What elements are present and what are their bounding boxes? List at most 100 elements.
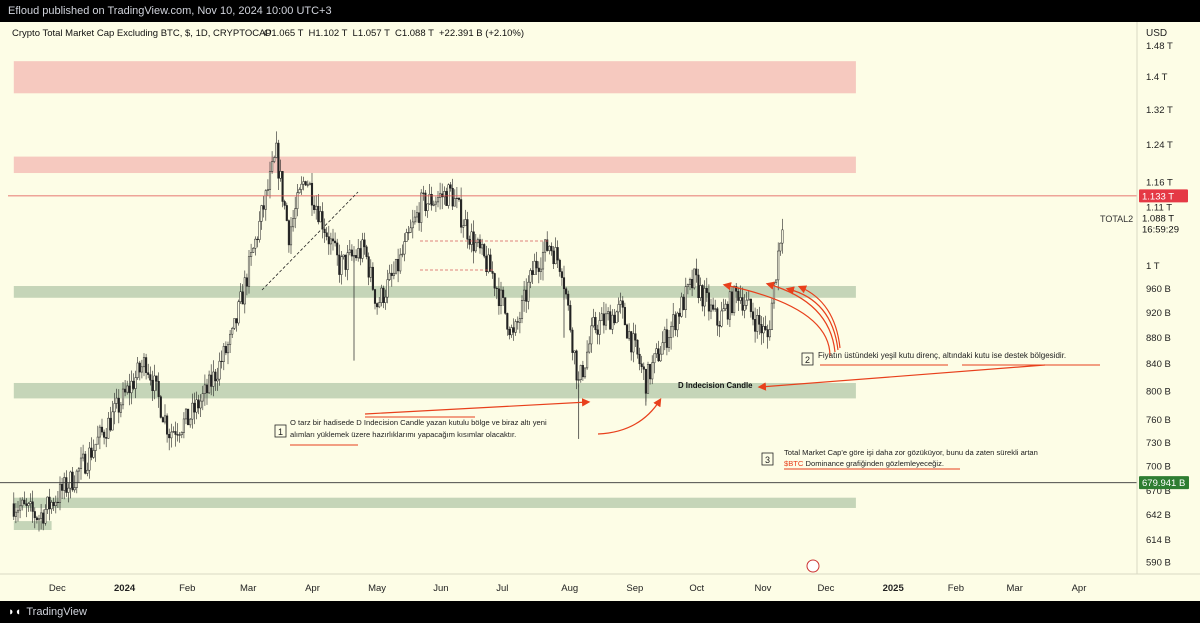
candle bbox=[445, 187, 448, 206]
candle bbox=[264, 189, 267, 221]
candle bbox=[617, 297, 620, 322]
zone-support-5 bbox=[13, 521, 52, 531]
candle bbox=[390, 264, 393, 287]
candle bbox=[346, 244, 349, 281]
time-axis[interactable]: Dec 2024 Feb Mar Apr May Jun Jul Aug Sep Oct Nov Dec… bbox=[0, 573, 1200, 594]
candle bbox=[722, 298, 725, 312]
publisher-bar: Efloud published on TradingView.com, Nov… bbox=[0, 0, 1200, 22]
candle bbox=[250, 243, 253, 266]
y-tick-label: 1 T bbox=[1146, 261, 1160, 272]
candle bbox=[229, 330, 232, 353]
currency-label: USD bbox=[1146, 28, 1167, 39]
candle bbox=[497, 277, 500, 315]
candle bbox=[638, 347, 641, 371]
tradingview-logo-icon: ◗◖ bbox=[8, 606, 22, 618]
candle bbox=[348, 239, 351, 256]
candle bbox=[371, 262, 374, 292]
candle bbox=[245, 273, 248, 296]
note-1-number: 1 bbox=[278, 427, 283, 437]
note-2-text: Fiyatın üstündeki yeşil kutu direnç, alt… bbox=[818, 351, 1066, 360]
candlestick-chart[interactable]: USD 1.48 T1.4 T1.32 T1.24 T1.16 T1.11 T1… bbox=[0, 22, 1200, 601]
candle bbox=[14, 503, 17, 524]
candle bbox=[296, 184, 299, 217]
candle bbox=[535, 251, 538, 275]
candle bbox=[342, 254, 345, 260]
candle bbox=[115, 388, 118, 409]
candle bbox=[556, 240, 559, 268]
y-tick-label: 840 B bbox=[1146, 359, 1171, 370]
candle bbox=[42, 509, 45, 531]
event-flag-icon[interactable] bbox=[806, 559, 820, 573]
arrow-note2-to-top1[interactable] bbox=[722, 282, 831, 357]
candle bbox=[111, 400, 114, 431]
candle bbox=[44, 504, 47, 526]
candle bbox=[730, 286, 734, 316]
y-tick-label: 1.24 T bbox=[1146, 140, 1173, 151]
candle bbox=[493, 272, 496, 297]
arrow-note2-to-top3[interactable] bbox=[785, 286, 839, 351]
candle bbox=[247, 249, 251, 294]
note-1[interactable]: 1 O tarz bir hadisede D Indecision Candl… bbox=[274, 418, 547, 439]
candle bbox=[243, 270, 246, 314]
y-tick-label: 1.32 T bbox=[1146, 105, 1173, 116]
candle bbox=[365, 244, 368, 260]
candle bbox=[695, 258, 698, 283]
candle bbox=[604, 303, 608, 331]
candle bbox=[489, 248, 492, 272]
candle bbox=[147, 363, 150, 379]
arrow-note2-to-top2[interactable] bbox=[765, 281, 836, 353]
candle bbox=[388, 264, 391, 282]
x-tick-label: Sep bbox=[626, 583, 643, 594]
candle bbox=[271, 151, 274, 174]
candle bbox=[65, 470, 68, 497]
candle bbox=[12, 492, 15, 521]
candle bbox=[313, 195, 316, 214]
candle bbox=[575, 349, 578, 390]
arrow-note1-to-zone[interactable] bbox=[364, 398, 591, 415]
candle bbox=[33, 507, 36, 529]
candle bbox=[621, 296, 624, 319]
y-tick-label: 730 B bbox=[1146, 438, 1171, 449]
arrow-note2-to-top4[interactable] bbox=[797, 285, 841, 349]
candle bbox=[619, 292, 622, 314]
candle bbox=[117, 389, 120, 424]
candle bbox=[661, 331, 664, 355]
arrow-note2-to-indecision[interactable] bbox=[757, 364, 1046, 391]
candle bbox=[707, 284, 710, 321]
arrow-note1-to-low[interactable] bbox=[597, 397, 662, 435]
candle bbox=[422, 185, 425, 201]
note-3-ticker[interactable]: $BTC bbox=[784, 459, 804, 468]
candle bbox=[728, 284, 731, 328]
candle bbox=[649, 363, 652, 385]
candle bbox=[52, 497, 55, 512]
candle bbox=[499, 281, 503, 315]
candle bbox=[334, 232, 337, 247]
legend-ohlc: O1.065 T H1.102 T L1.057 T C1.088 T +22.… bbox=[264, 28, 524, 39]
candle bbox=[124, 380, 127, 397]
x-tick-label: 2024 bbox=[114, 583, 136, 594]
candle bbox=[598, 312, 601, 345]
note-3[interactable]: 3 Total Market Cap'e göre işi daha zor g… bbox=[761, 448, 1038, 468]
trend-line[interactable] bbox=[261, 191, 359, 291]
candle bbox=[275, 131, 278, 159]
price-axis[interactable]: USD 1.48 T1.4 T1.32 T1.24 T1.16 T1.11 T1… bbox=[1136, 22, 1189, 574]
y-tick-label: 1.16 T bbox=[1146, 178, 1173, 189]
candle bbox=[16, 500, 20, 522]
candle bbox=[193, 392, 196, 425]
candle bbox=[256, 236, 259, 248]
candle bbox=[667, 330, 671, 352]
candle bbox=[323, 218, 326, 243]
drawings-layer bbox=[0, 191, 1137, 573]
candle bbox=[712, 297, 715, 312]
candle bbox=[770, 297, 773, 330]
candle bbox=[483, 243, 486, 259]
candle bbox=[279, 159, 282, 182]
candle bbox=[611, 309, 614, 335]
note-2[interactable]: 2 Fiyatın üstündeki yeşil kutu direnç, a… bbox=[801, 351, 1066, 366]
candle bbox=[285, 202, 288, 222]
candle bbox=[466, 211, 469, 249]
publisher-text: Efloud published on TradingView.com, Nov… bbox=[8, 5, 332, 17]
candle bbox=[174, 421, 177, 447]
candle bbox=[754, 307, 757, 343]
